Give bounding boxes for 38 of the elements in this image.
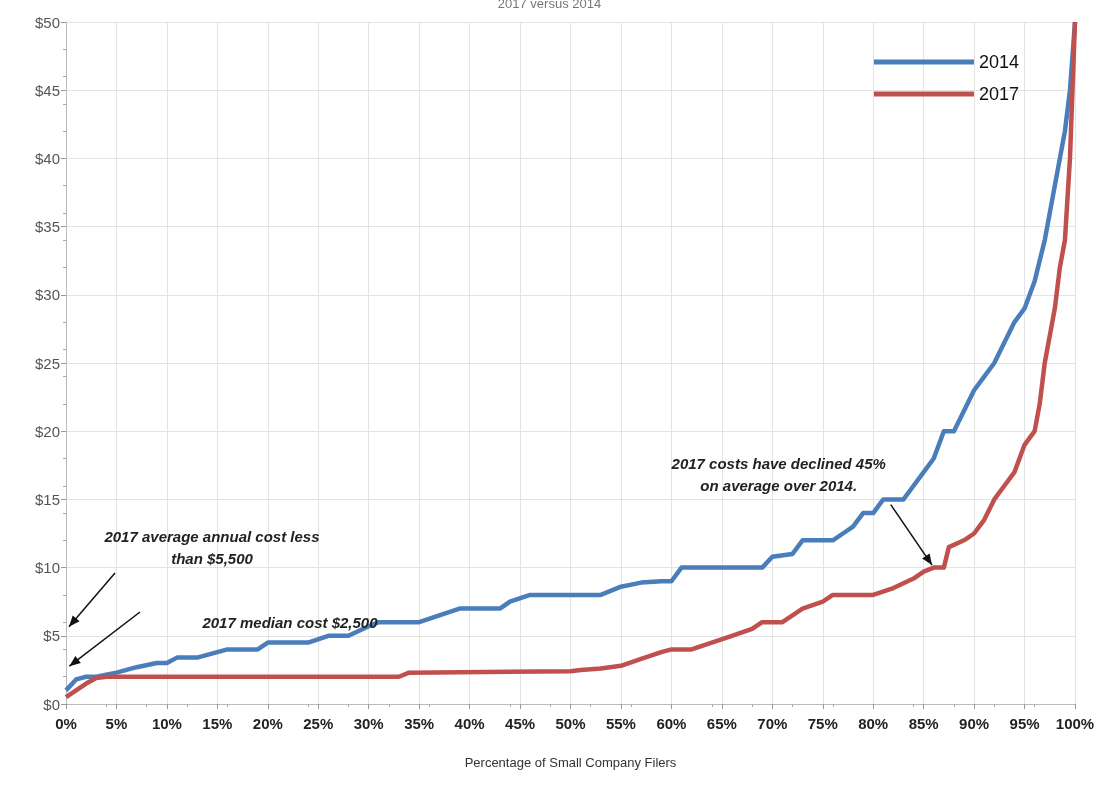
x-tick-label: 95% — [1009, 715, 1040, 732]
x-tick-label: 40% — [454, 715, 485, 732]
y-tick-label: $20 — [34, 422, 60, 440]
x-tick-label: 65% — [706, 715, 737, 732]
x-tick-label: 35% — [404, 715, 435, 732]
x-axis-title: Percentage of Small Company Filers — [464, 755, 677, 770]
y-tick-label: $35 — [34, 218, 60, 236]
y-tick-label: $0 — [43, 695, 60, 713]
y-tick-label: $5 — [43, 627, 60, 645]
x-tick-label: 90% — [959, 715, 990, 732]
y-tick-label: $45 — [34, 81, 60, 99]
x-tick-label: 50% — [555, 715, 586, 732]
x-tick-label: 85% — [908, 715, 939, 732]
annotation: 2017 median cost $2,500 — [201, 613, 379, 633]
y-tick-label: $25 — [34, 354, 60, 372]
y-tick-label: $40 — [34, 149, 60, 167]
y-tick-label: $10 — [34, 559, 60, 577]
x-tick-label: 45% — [505, 715, 536, 732]
x-tick-label: 15% — [202, 715, 233, 732]
text: 2017 — [978, 84, 1019, 104]
annotation: 2017 costs have declined 45% on average over 2014. — [670, 453, 887, 496]
x-tick-label: 55% — [605, 715, 636, 732]
x-tick-label: 80% — [858, 715, 889, 732]
y-tick-label: $30 — [34, 286, 60, 304]
y-tick-label: $50 — [34, 13, 60, 31]
x-tick-label: 0% — [55, 715, 77, 732]
x-tick-label: 100% — [1055, 715, 1095, 732]
x-tick-label: 30% — [353, 715, 384, 732]
y-tick-label: $15 — [34, 490, 60, 508]
x-tick-label: 20% — [252, 715, 283, 732]
x-tick-label: 75% — [807, 715, 838, 732]
x-tick-label: 70% — [757, 715, 788, 732]
x-tick-label: 60% — [656, 715, 687, 732]
annotation: 2017 average annual cost less than $5,500 — [103, 527, 321, 569]
text: 2014 — [978, 52, 1019, 72]
x-tick-label: 5% — [105, 715, 128, 732]
x-tick-label: 25% — [303, 715, 334, 732]
x-tick-label: 10% — [151, 715, 182, 732]
